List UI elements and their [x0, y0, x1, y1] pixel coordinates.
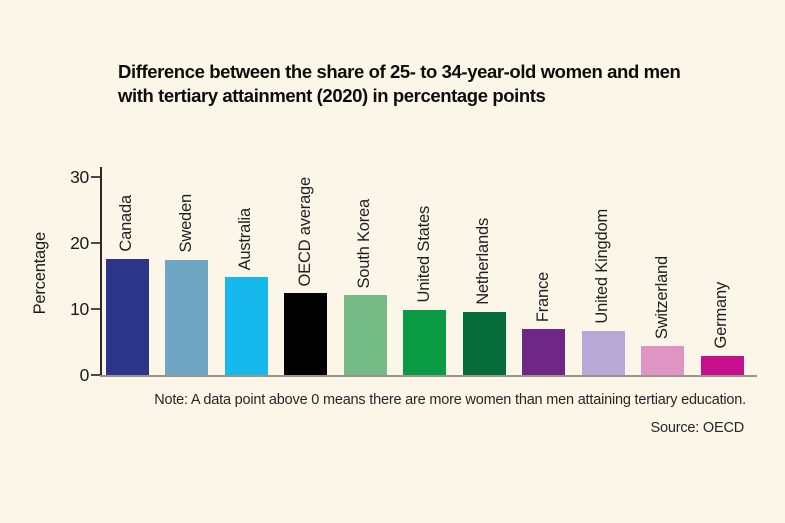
- bar-label: OECD average: [295, 176, 314, 287]
- y-axis-line: [100, 167, 102, 375]
- x-axis-baseline: [100, 375, 757, 377]
- bar-france: [522, 329, 565, 375]
- bar-label: Germany: [712, 282, 730, 349]
- bar-united-kingdom: [581, 330, 625, 375]
- chart-title-line2: with tertiary attainment (2020) in perce…: [118, 85, 546, 106]
- y-tick-label: 20: [70, 233, 89, 253]
- bar-south-korea: [343, 295, 387, 375]
- bar-label: Canada: [117, 195, 135, 252]
- chart-title: Difference between the share of 25- to 3…: [118, 60, 738, 108]
- bar-netherlands: [462, 311, 506, 375]
- bar-label: United States: [414, 206, 433, 303]
- y-tick-label: 10: [70, 299, 89, 319]
- y-tick-mark: [91, 374, 100, 376]
- y-tick-mark: [91, 308, 100, 310]
- note-text: Note: A data point above 0 means there a…: [154, 392, 746, 408]
- y-tick-label: 30: [70, 167, 89, 187]
- bar-germany: [700, 355, 744, 375]
- y-tick-mark: [91, 176, 100, 178]
- source-text: Source: OECD: [650, 420, 745, 436]
- bar-label: United Kingdom: [593, 209, 611, 324]
- bar-switzerland: [641, 345, 684, 375]
- bar-label: Australia: [236, 207, 254, 271]
- y-tick-mark: [91, 242, 100, 244]
- bar-label: South Korea: [355, 198, 373, 289]
- bar-label: Sweden: [176, 194, 195, 253]
- chart-title-line1: Difference between the share of 25- to 3…: [118, 61, 681, 82]
- y-tick-label: 0: [79, 365, 90, 385]
- bar-canada: [105, 258, 149, 375]
- bar-oecd-average: [284, 293, 327, 375]
- bar-australia: [224, 277, 268, 375]
- bar-sweden: [165, 259, 208, 375]
- bar-label: France: [533, 272, 552, 323]
- bar-label: Switzerland: [652, 255, 671, 339]
- bar-united-states: [403, 309, 446, 375]
- bar-label: Netherlands: [474, 217, 492, 305]
